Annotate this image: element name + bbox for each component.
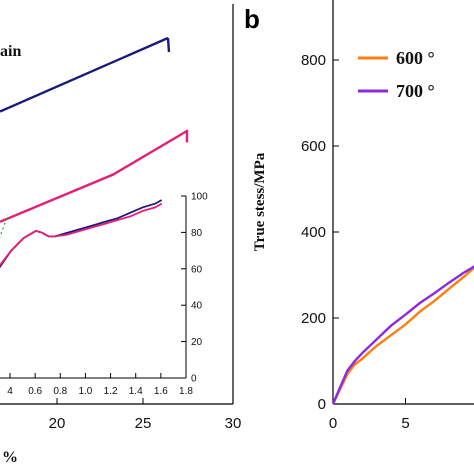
panel-b-series [331,265,474,405]
inset-x-tick-label: 1.0 [78,386,92,397]
inset-guides [0,214,9,239]
inset-x-tick-label: 1.2 [104,386,118,397]
panel-b-y-tick-label: 800 [301,52,326,69]
inset-y-ticks: 100 80 60 40 20 0 [181,192,208,385]
panel-b-series-line [331,266,474,405]
panel-a-x-tick-label: 25 [135,415,152,432]
panel-a-series [0,36,189,223]
panel-b-x-tick-label: 5 [401,415,409,432]
inset-x-ticks: 4 0.6 0.8 1.0 1.2 1.4 1.6 1.8 [7,373,193,397]
panel-b-legend: 600 ° 700 ° [358,48,435,101]
inset-series-line [0,199,163,269]
inset-y-tick-label: 20 [191,337,203,348]
panel-b-legend-label: 700 ° [396,81,435,101]
inset-y-tick-label: 60 [191,264,203,275]
panel-b-ylabel: True stess/MPa [252,152,268,251]
inset-x-tick-label: 0.8 [53,386,67,397]
inset-y-tick-label: 0 [191,374,197,385]
inset-x-tick-label: 1.4 [129,386,143,397]
panel-a-x-tick-label: 30 [225,415,242,432]
panel-b-y-ticks: 0 200 400 600 800 [301,52,339,413]
panel-a-legend-fragment: ain [0,43,21,60]
inset-x-tick-label: 1.8 [179,386,193,397]
inset-series [0,199,163,269]
panel-a-x-tick-label: 20 [49,415,66,432]
inset-y-tick-label: 80 [191,228,203,239]
panel-b-y-tick-label: 0 [318,396,326,413]
panel-b-legend-label: 600 ° [396,48,435,68]
inset-y-tick-label: 40 [191,301,203,312]
inset-y-tick-label: 100 [191,192,208,203]
inset-x-tick-label: 4 [7,386,13,397]
inset-guide-line [0,214,9,239]
panel-a-series-line [0,129,189,223]
inset-x-tick-label: 0.6 [28,386,42,397]
panel-b-y-tick-label: 200 [301,310,326,327]
panel-b-y-tick-label: 600 [301,138,326,155]
panel-a-series-line [0,36,169,113]
panel-a-xlabel-fragment: % [2,449,18,466]
panel-a-inset: 100 80 60 40 20 0 4 0.6 0.8 1.0 1.2 1.4 1.6 1.8 [0,192,208,397]
panel-b-series-line [331,265,474,405]
panel-b-y-tick-label: 400 [301,224,326,241]
inset-series-line [0,202,163,267]
inset-x-tick-label: 1.6 [154,386,168,397]
panel-a-fracture-mark [166,37,171,53]
panel-b-letter: b [244,4,260,34]
panel-a-x-ticks: 20 25 30 [49,398,242,432]
panel-b-x-tick-label: 0 [329,415,337,432]
